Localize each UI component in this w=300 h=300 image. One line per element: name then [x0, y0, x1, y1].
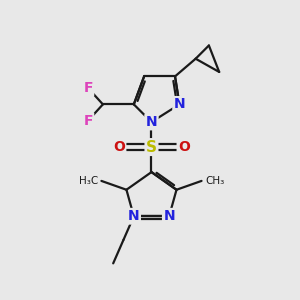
Text: F: F: [83, 114, 93, 128]
Text: S: S: [146, 140, 157, 154]
Text: N: N: [174, 98, 185, 111]
Text: N: N: [128, 209, 140, 223]
Text: F: F: [83, 81, 93, 95]
Text: N: N: [146, 115, 157, 129]
Text: O: O: [113, 140, 125, 154]
Text: O: O: [178, 140, 190, 154]
Text: N: N: [163, 209, 175, 223]
Text: H₃C: H₃C: [79, 176, 98, 186]
Text: CH₃: CH₃: [205, 176, 224, 186]
